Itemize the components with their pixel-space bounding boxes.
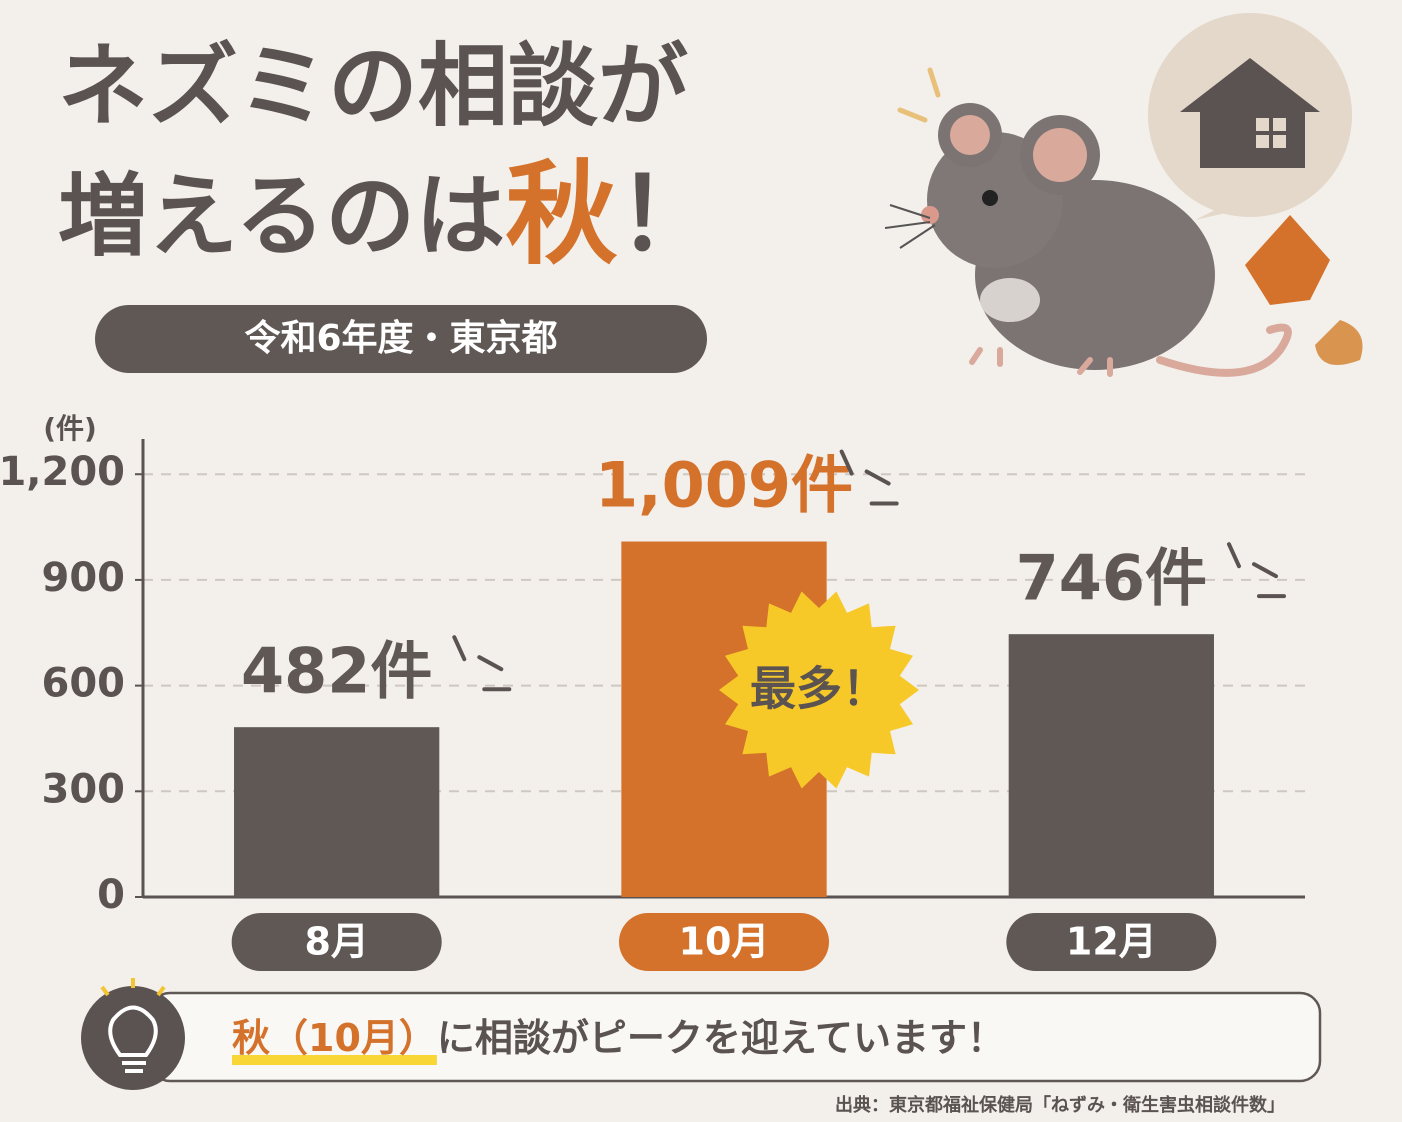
badge: 最多！ — [719, 591, 919, 789]
mouse-illustration — [884, 67, 1292, 377]
highlight-underline — [232, 1055, 437, 1065]
y-tick-label: 300 — [42, 766, 126, 812]
callout-text: に相談がピークを迎えています！ — [437, 1016, 1005, 1060]
title-text: 増えるのは — [58, 164, 505, 269]
accent-lines — [452, 635, 512, 692]
badge-burst — [719, 591, 919, 789]
value-label: 746件 — [1016, 541, 1207, 614]
category-pill — [619, 913, 829, 971]
bulb — [100, 978, 166, 1073]
accent-lines — [1226, 542, 1286, 599]
x-tick-label: 12月 — [1066, 920, 1157, 964]
y-tick-label: 0 — [97, 872, 125, 918]
callout-highlight: 秋（10月） — [232, 1016, 437, 1060]
chart-title: 増えるのは秋！ — [58, 150, 717, 280]
y-axis-unit: (件) — [43, 412, 97, 445]
category-pill — [1006, 913, 1217, 971]
y-tick-label: 1,200 — [0, 449, 125, 495]
y-tick-label: 600 — [42, 661, 126, 707]
chart-title: ネズミの相談が — [58, 34, 688, 139]
bar — [234, 727, 440, 897]
x-tick-label: 8月 — [304, 920, 368, 964]
bar — [1008, 634, 1214, 897]
source: 出典：東京都福祉保健局「ねずみ・衛生害虫相談件数」 — [835, 1094, 1285, 1116]
value-label: 1,009件 — [595, 449, 853, 522]
subtitle: 令和6年度・東京都 — [244, 317, 557, 359]
value-label: 482件 — [241, 634, 432, 707]
accent-lines — [839, 449, 899, 506]
x-tick-label: 10月 — [679, 920, 770, 964]
subtitle-pill — [95, 305, 707, 373]
title-highlight: 秋 — [505, 150, 617, 280]
bulb-icon — [81, 986, 185, 1090]
y-tick-label: 900 — [42, 555, 126, 601]
title-end: ！ — [617, 156, 717, 273]
callout: 秋（10月）に相談がピークを迎えています！ — [232, 1016, 1005, 1060]
category-pill — [231, 913, 442, 971]
leaves — [1245, 215, 1363, 365]
badge-label: 最多！ — [750, 662, 888, 716]
house-bubble — [1148, 13, 1352, 220]
